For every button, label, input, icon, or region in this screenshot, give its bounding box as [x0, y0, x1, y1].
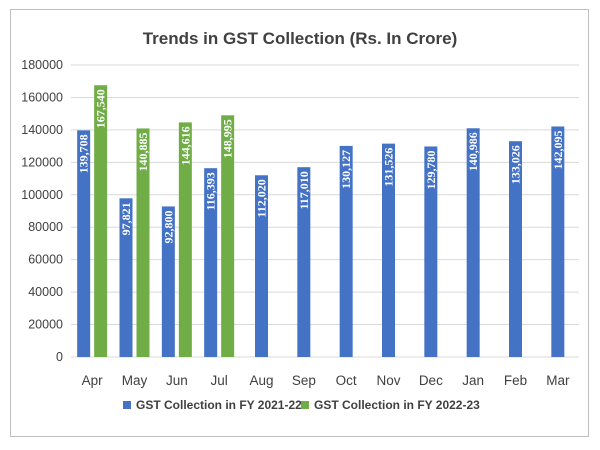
bar-fy2021-22-dec: [424, 146, 438, 357]
x-tick-label: Apr: [82, 373, 104, 388]
bar-fy2021-22-oct: [339, 145, 353, 357]
bar-fy2022-23-apr: [94, 85, 108, 357]
x-tick-label: Dec: [419, 373, 443, 388]
data-label: 144,616: [178, 126, 192, 165]
data-label: 117,010: [297, 171, 311, 209]
legend-swatch: [123, 401, 131, 409]
bar-fy2021-22-feb: [509, 141, 522, 357]
legend-label: GST Collection in FY 2022-23: [314, 398, 480, 412]
legend-label: GST Collection in FY 2021-22: [136, 398, 302, 412]
y-tick-label: 40000: [28, 285, 63, 299]
data-label: 116,393: [204, 172, 218, 210]
y-tick-label: 80000: [28, 220, 63, 234]
data-label: 97,821: [119, 202, 133, 235]
x-tick-label: Jul: [211, 373, 228, 388]
bar-fy2021-22-apr: [77, 130, 91, 357]
bar-fy2021-22-mar: [551, 126, 565, 358]
x-axis-ticks: Apr May Jun Jul Aug Sep Oct Nov Dec Jan Feb Mar: [82, 373, 570, 388]
y-tick-label: 0: [56, 350, 63, 364]
x-tick-label: Nov: [376, 373, 400, 388]
data-label: 112,020: [255, 179, 269, 217]
chart-title: Trends in GST Collection (Rs. In Crore): [143, 29, 458, 48]
data-label: 129,780: [424, 150, 438, 189]
data-label: 131,526: [382, 148, 396, 187]
bar-fy2022-23-jun: [178, 122, 192, 357]
data-label: 167,540: [94, 89, 108, 128]
bar-fy2021-22-jan: [466, 128, 480, 357]
x-tick-label: Feb: [504, 373, 527, 388]
y-tick-label: 100000: [21, 188, 63, 202]
x-tick-label: Sep: [292, 373, 316, 388]
bar-fy2021-22-jul: [204, 168, 218, 357]
x-tick-label: Jan: [462, 373, 484, 388]
data-label: 92,800: [161, 210, 175, 243]
y-tick-label: 120000: [21, 155, 63, 169]
data-label: 130,127: [339, 150, 353, 189]
data-label: 133,026: [509, 145, 523, 184]
y-tick-label: 20000: [28, 318, 63, 332]
y-tick-label: 160000: [21, 90, 63, 104]
data-label: 140,885: [136, 132, 150, 171]
chart-frame: Trends in GST Collection (Rs. In Crore) …: [10, 9, 589, 437]
bar-fy2021-22-sep: [297, 167, 311, 357]
x-tick-label: May: [122, 373, 148, 388]
legend-swatch: [301, 401, 309, 409]
data-label: 148,995: [221, 119, 235, 158]
data-label: 139,708: [77, 134, 91, 173]
bar-fy2021-22-may: [119, 198, 133, 357]
bar-fy2021-22-jun: [161, 206, 175, 357]
bar-fy2022-23-may: [136, 128, 150, 357]
bar-fy2021-22-nov: [382, 143, 395, 357]
gridlines: [71, 64, 579, 358]
data-label: 140,986: [466, 132, 480, 171]
bars: [77, 85, 565, 358]
legend: GST Collection in FY 2021-22 GST Collecti…: [123, 398, 480, 412]
y-tick-label: 60000: [28, 253, 63, 267]
chart-svg: Trends in GST Collection (Rs. In Crore) …: [21, 29, 579, 412]
bar-fy2022-23-jul: [221, 115, 235, 357]
x-tick-label: Aug: [249, 373, 273, 388]
y-tick-label: 140000: [21, 123, 63, 137]
x-tick-label: Oct: [336, 373, 357, 388]
y-tick-label: 180000: [21, 58, 63, 72]
x-tick-label: Mar: [546, 373, 570, 388]
bar-fy2021-22-aug: [255, 175, 268, 357]
x-tick-label: Jun: [166, 373, 188, 388]
data-label: 142,095: [551, 130, 565, 169]
y-axis-ticks: 0 20000 40000 60000 80000 100000 120000 140000 1…: [21, 58, 63, 364]
